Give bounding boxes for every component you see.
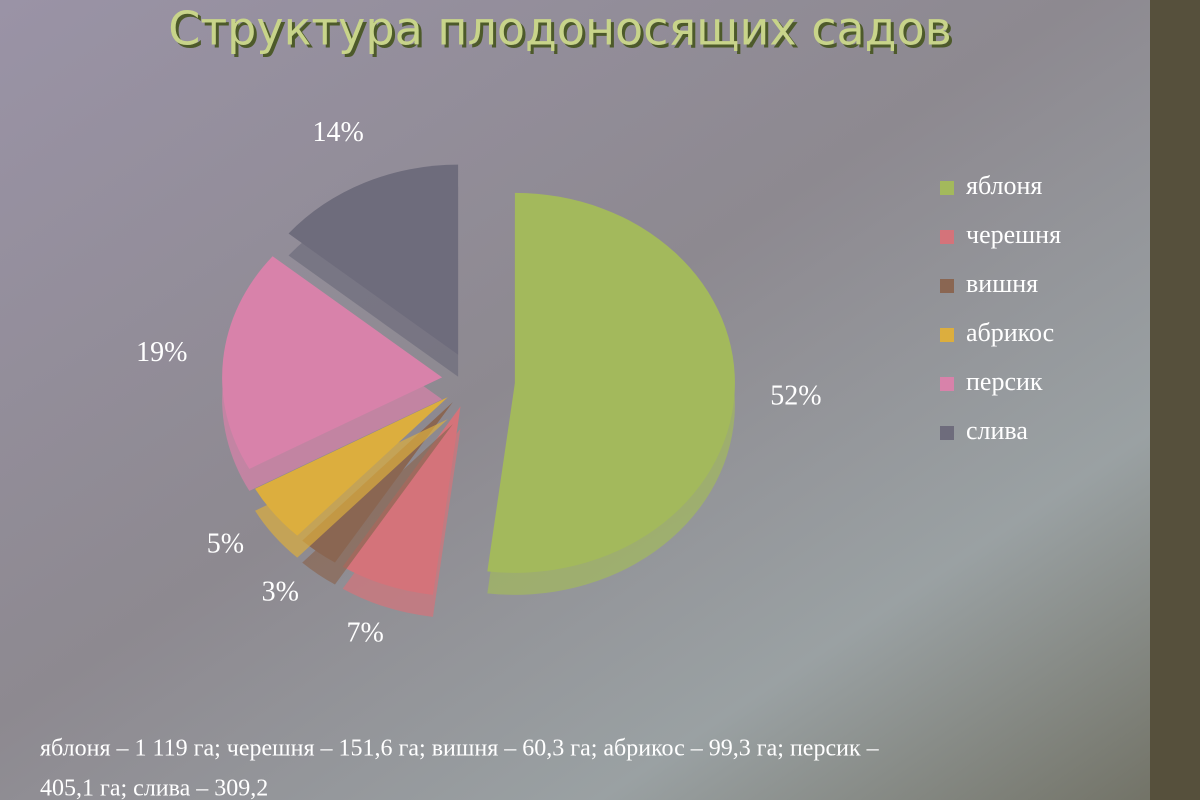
legend-swatch [940, 426, 954, 440]
legend-swatch [940, 377, 954, 391]
pie-slice [487, 192, 735, 573]
legend-label: абрикос [966, 318, 1054, 347]
footnote: 405,1 га; слива – 309,2 [40, 776, 268, 800]
legend-swatch [940, 328, 954, 342]
data-label: 5% [207, 529, 244, 560]
data-label: 3% [262, 577, 299, 608]
legend-swatch [940, 181, 954, 195]
legend-label: яблоня [966, 171, 1042, 200]
chart-title: Структура плодоносящих садов [168, 2, 952, 56]
legend-label: слива [966, 416, 1028, 445]
pie-slice [222, 256, 443, 469]
chart-title-shadow: Структура плодоносящих садов [171, 5, 955, 59]
data-label: 52% [770, 381, 821, 412]
pie-slice [255, 397, 448, 536]
legend-label: вишня [966, 269, 1038, 298]
data-label: 19% [136, 337, 187, 368]
frame-edge [1150, 0, 1200, 800]
legend-swatch [940, 279, 954, 293]
legend-label: персик [966, 367, 1043, 396]
pie-slice [288, 164, 459, 355]
data-label: 14% [313, 117, 364, 148]
legend-label: черешня [966, 220, 1061, 249]
legend-swatch [940, 230, 954, 244]
data-label: 7% [346, 618, 383, 649]
footnote: яблоня – 1 119 га; черешня – 151,6 га; в… [40, 736, 880, 762]
